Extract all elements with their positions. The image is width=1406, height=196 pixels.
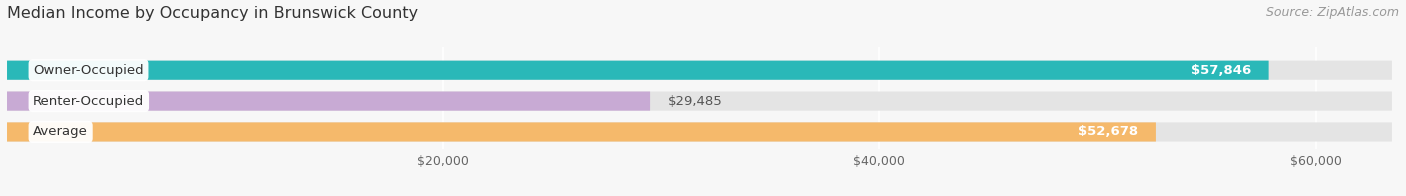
Text: Average: Average xyxy=(34,125,89,138)
Text: $57,846: $57,846 xyxy=(1191,64,1251,77)
Text: Source: ZipAtlas.com: Source: ZipAtlas.com xyxy=(1265,6,1399,19)
Text: $52,678: $52,678 xyxy=(1078,125,1139,138)
FancyBboxPatch shape xyxy=(7,122,1156,142)
Text: $29,485: $29,485 xyxy=(668,95,723,108)
Text: Renter-Occupied: Renter-Occupied xyxy=(34,95,145,108)
FancyBboxPatch shape xyxy=(7,61,1392,80)
Text: Owner-Occupied: Owner-Occupied xyxy=(34,64,143,77)
FancyBboxPatch shape xyxy=(7,122,1392,142)
FancyBboxPatch shape xyxy=(7,92,650,111)
FancyBboxPatch shape xyxy=(7,61,1268,80)
Text: Median Income by Occupancy in Brunswick County: Median Income by Occupancy in Brunswick … xyxy=(7,6,418,21)
FancyBboxPatch shape xyxy=(7,92,1392,111)
